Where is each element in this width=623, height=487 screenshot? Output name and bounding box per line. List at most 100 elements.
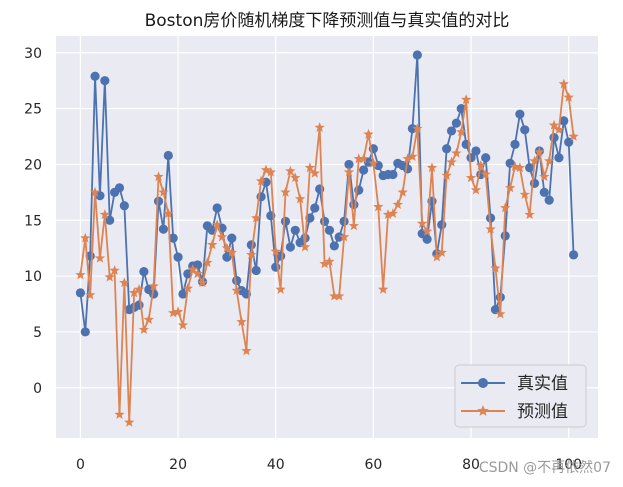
data-point bbox=[442, 144, 452, 154]
legend-item-pred: 预测值 bbox=[461, 402, 568, 422]
data-point bbox=[153, 171, 164, 182]
data-point bbox=[485, 213, 496, 223]
data-point bbox=[251, 212, 262, 223]
data-point bbox=[80, 327, 90, 337]
data-point bbox=[441, 170, 452, 180]
data-point bbox=[568, 250, 579, 260]
y-tick-label: 5 bbox=[33, 325, 42, 341]
data-point bbox=[373, 201, 384, 212]
data-point bbox=[290, 225, 300, 235]
y-tick-labels: 0 5 10 15 20 25 30 bbox=[24, 46, 42, 397]
data-point bbox=[568, 131, 579, 141]
data-point bbox=[134, 300, 144, 310]
data-point bbox=[163, 150, 173, 161]
data-point bbox=[109, 265, 120, 275]
data-point bbox=[456, 126, 467, 137]
data-point bbox=[222, 252, 232, 262]
series-pred bbox=[75, 78, 579, 427]
data-point bbox=[465, 172, 477, 183]
data-point bbox=[417, 218, 428, 228]
legend-label-real: 真实值 bbox=[517, 374, 568, 394]
data-point bbox=[207, 239, 218, 250]
legend-item-real: 真实值 bbox=[461, 374, 568, 394]
data-point bbox=[290, 172, 301, 183]
x-tick-label: 0 bbox=[76, 457, 85, 473]
data-point bbox=[94, 252, 106, 263]
data-point bbox=[158, 224, 169, 234]
data-point bbox=[128, 287, 140, 298]
data-point bbox=[75, 288, 86, 298]
data-point bbox=[548, 119, 560, 130]
data-point bbox=[246, 249, 257, 260]
y-tick-label: 15 bbox=[24, 213, 42, 229]
data-point bbox=[104, 271, 115, 282]
y-tick-label: 20 bbox=[24, 157, 42, 173]
legend-marker-pred bbox=[477, 405, 489, 416]
data-point bbox=[334, 290, 345, 301]
data-point bbox=[525, 163, 535, 173]
data-point bbox=[382, 209, 394, 220]
data-point bbox=[168, 307, 179, 318]
series-layer bbox=[75, 50, 579, 427]
data-point bbox=[90, 71, 100, 81]
data-point bbox=[387, 208, 399, 218]
data-point bbox=[446, 126, 457, 136]
data-point bbox=[495, 308, 506, 319]
x-tick-label: 80 bbox=[462, 457, 480, 473]
data-point bbox=[392, 199, 403, 209]
data-point bbox=[358, 153, 369, 164]
data-point bbox=[422, 234, 432, 244]
data-point bbox=[349, 200, 359, 210]
data-point bbox=[236, 316, 247, 327]
data-point bbox=[182, 282, 193, 293]
data-point bbox=[95, 191, 105, 201]
data-point bbox=[402, 164, 413, 174]
data-point bbox=[197, 277, 208, 288]
data-point bbox=[187, 263, 198, 274]
data-point bbox=[265, 166, 276, 177]
data-point bbox=[319, 258, 330, 269]
data-point bbox=[407, 151, 418, 161]
data-point bbox=[89, 186, 101, 197]
data-point bbox=[520, 125, 530, 135]
data-point bbox=[241, 345, 252, 356]
data-point bbox=[481, 153, 491, 163]
data-point bbox=[299, 241, 311, 252]
data-point bbox=[353, 153, 364, 164]
data-point bbox=[163, 208, 174, 218]
data-point bbox=[388, 169, 398, 180]
data-point bbox=[544, 155, 555, 166]
data-point bbox=[295, 193, 306, 204]
data-point bbox=[485, 223, 496, 234]
data-point bbox=[470, 184, 482, 195]
data-point bbox=[412, 123, 423, 134]
data-point bbox=[343, 166, 355, 177]
data-point bbox=[310, 203, 320, 213]
data-point bbox=[471, 146, 481, 156]
x-tick-label: 60 bbox=[364, 457, 382, 473]
data-point bbox=[338, 231, 350, 242]
x-tick-label: 100 bbox=[555, 457, 582, 473]
data-point bbox=[519, 189, 530, 199]
x-tick-label: 20 bbox=[169, 457, 187, 473]
data-point bbox=[490, 304, 501, 315]
data-point bbox=[285, 242, 295, 252]
data-point bbox=[251, 265, 261, 276]
data-point bbox=[524, 209, 535, 220]
data-point bbox=[193, 260, 203, 270]
data-point bbox=[510, 139, 520, 149]
data-point bbox=[553, 124, 565, 135]
data-point bbox=[504, 182, 516, 193]
data-point bbox=[304, 162, 316, 173]
data-point bbox=[412, 50, 422, 60]
data-point bbox=[397, 186, 408, 197]
data-point bbox=[285, 165, 296, 176]
data-point bbox=[99, 209, 110, 220]
data-point bbox=[563, 92, 574, 102]
data-point bbox=[475, 160, 486, 170]
data-point bbox=[363, 128, 374, 139]
data-point bbox=[446, 156, 457, 167]
data-point bbox=[324, 225, 335, 235]
data-point bbox=[168, 233, 178, 243]
data-point bbox=[368, 157, 379, 168]
